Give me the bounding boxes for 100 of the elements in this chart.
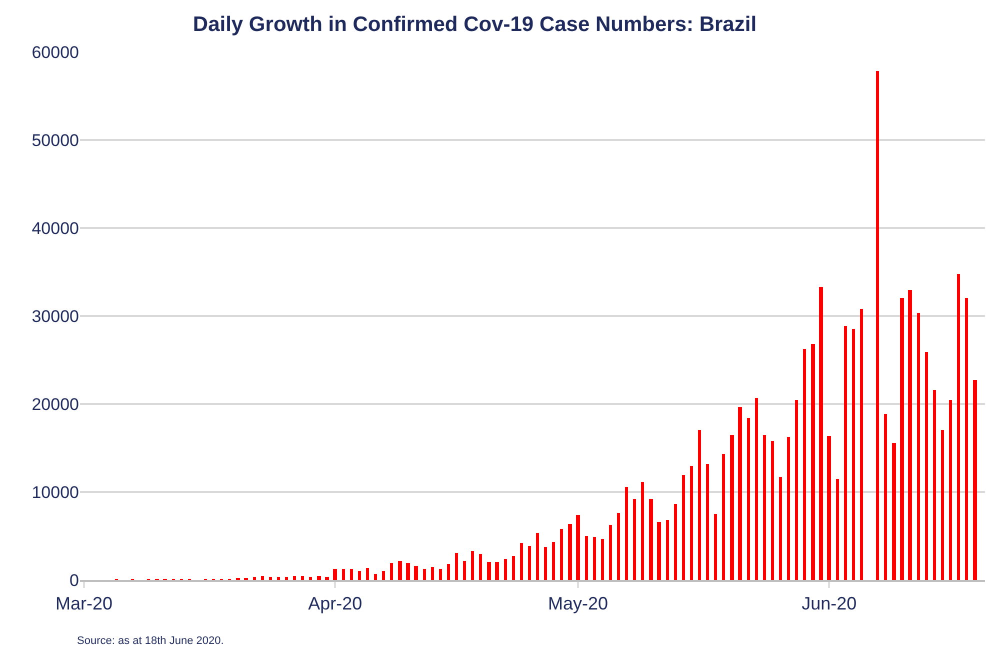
- bar: [504, 559, 507, 580]
- bar: [301, 576, 304, 580]
- bar: [917, 313, 920, 580]
- bar: [876, 71, 879, 580]
- bar: [333, 569, 337, 580]
- bar: [463, 561, 466, 580]
- bar: [293, 576, 296, 580]
- bar: [973, 380, 977, 580]
- bar: [536, 533, 539, 580]
- bar: [787, 437, 790, 580]
- bar: [819, 287, 823, 580]
- bar: [285, 577, 288, 580]
- bar: [398, 561, 402, 580]
- bar: [487, 562, 491, 580]
- bar: [520, 543, 523, 580]
- y-tick-label: 50000: [32, 130, 79, 150]
- bar: [390, 563, 393, 580]
- bar: [852, 329, 855, 580]
- bar: [544, 547, 547, 580]
- bar: [253, 577, 256, 580]
- bar: [374, 574, 377, 580]
- bar: [795, 400, 798, 580]
- bar: [552, 542, 555, 580]
- bar: [900, 298, 904, 580]
- bar: [512, 556, 515, 580]
- y-tick-label: 40000: [32, 218, 79, 238]
- bar: [471, 551, 474, 580]
- bar: [495, 562, 499, 580]
- bar: [576, 515, 580, 580]
- bar: [925, 352, 928, 580]
- bar: [406, 563, 410, 580]
- bar: [431, 567, 434, 580]
- bar: [585, 536, 588, 580]
- bar: [617, 513, 620, 580]
- y-tick-label: 10000: [32, 482, 79, 502]
- bar: [836, 479, 839, 580]
- bar: [706, 464, 709, 580]
- bar: [933, 390, 936, 580]
- bar: [439, 569, 442, 580]
- bar: [674, 504, 677, 580]
- bar: [747, 418, 750, 580]
- bar: [269, 577, 272, 580]
- y-tick-label: 30000: [32, 306, 79, 326]
- bar: [309, 577, 312, 580]
- chart-title: Daily Growth in Confirmed Cov-19 Case Numbers: Brazil: [192, 12, 757, 36]
- bar: [560, 529, 563, 580]
- x-tick-label: Jun-20: [802, 593, 857, 614]
- bar: [844, 326, 847, 580]
- bar: [908, 290, 912, 580]
- bar: [892, 443, 896, 580]
- x-tick-label: Mar-20: [56, 593, 113, 614]
- bar: [414, 566, 418, 580]
- bar: [657, 522, 661, 580]
- bar: [455, 553, 458, 580]
- bar: [738, 407, 742, 580]
- bar: [447, 564, 450, 580]
- bar: [641, 482, 644, 580]
- bar: [625, 487, 628, 580]
- bar: [277, 577, 280, 580]
- bar: [649, 499, 653, 580]
- y-tick-label: 20000: [32, 394, 79, 414]
- bar: [722, 454, 725, 580]
- bar: [423, 569, 426, 580]
- bar: [811, 344, 815, 580]
- bar: [593, 537, 596, 580]
- bar: [755, 398, 758, 580]
- source-note: Source: as at 18th June 2020.: [77, 635, 224, 647]
- bar: [261, 576, 264, 580]
- bar: [568, 524, 572, 580]
- bar: [827, 436, 831, 580]
- bar: [666, 520, 669, 580]
- bar: [528, 546, 531, 580]
- x-tick-label: May-20: [548, 593, 608, 614]
- bar: [601, 539, 604, 580]
- x-tick-label: Apr-20: [308, 593, 362, 614]
- bar: [803, 349, 806, 580]
- bar: [730, 435, 734, 580]
- bar: [779, 477, 782, 580]
- bar: [317, 576, 321, 580]
- bar: [771, 441, 774, 580]
- bar: [957, 274, 960, 580]
- bar: [690, 466, 693, 580]
- bar: [941, 430, 944, 580]
- bar: [609, 525, 612, 580]
- bar: [965, 298, 968, 580]
- bar: [633, 499, 636, 580]
- bar: [682, 475, 685, 580]
- bar: [350, 569, 353, 580]
- bar: [698, 430, 701, 580]
- bar: [949, 400, 952, 580]
- bar: [763, 435, 766, 580]
- bar: [479, 554, 482, 580]
- bar: [884, 414, 887, 580]
- bar: [325, 577, 329, 580]
- bar: [382, 571, 385, 580]
- bar: [366, 568, 369, 580]
- bar: [342, 569, 345, 580]
- y-tick-label: 0: [70, 570, 79, 590]
- bar: [358, 571, 361, 580]
- bar: [714, 514, 717, 580]
